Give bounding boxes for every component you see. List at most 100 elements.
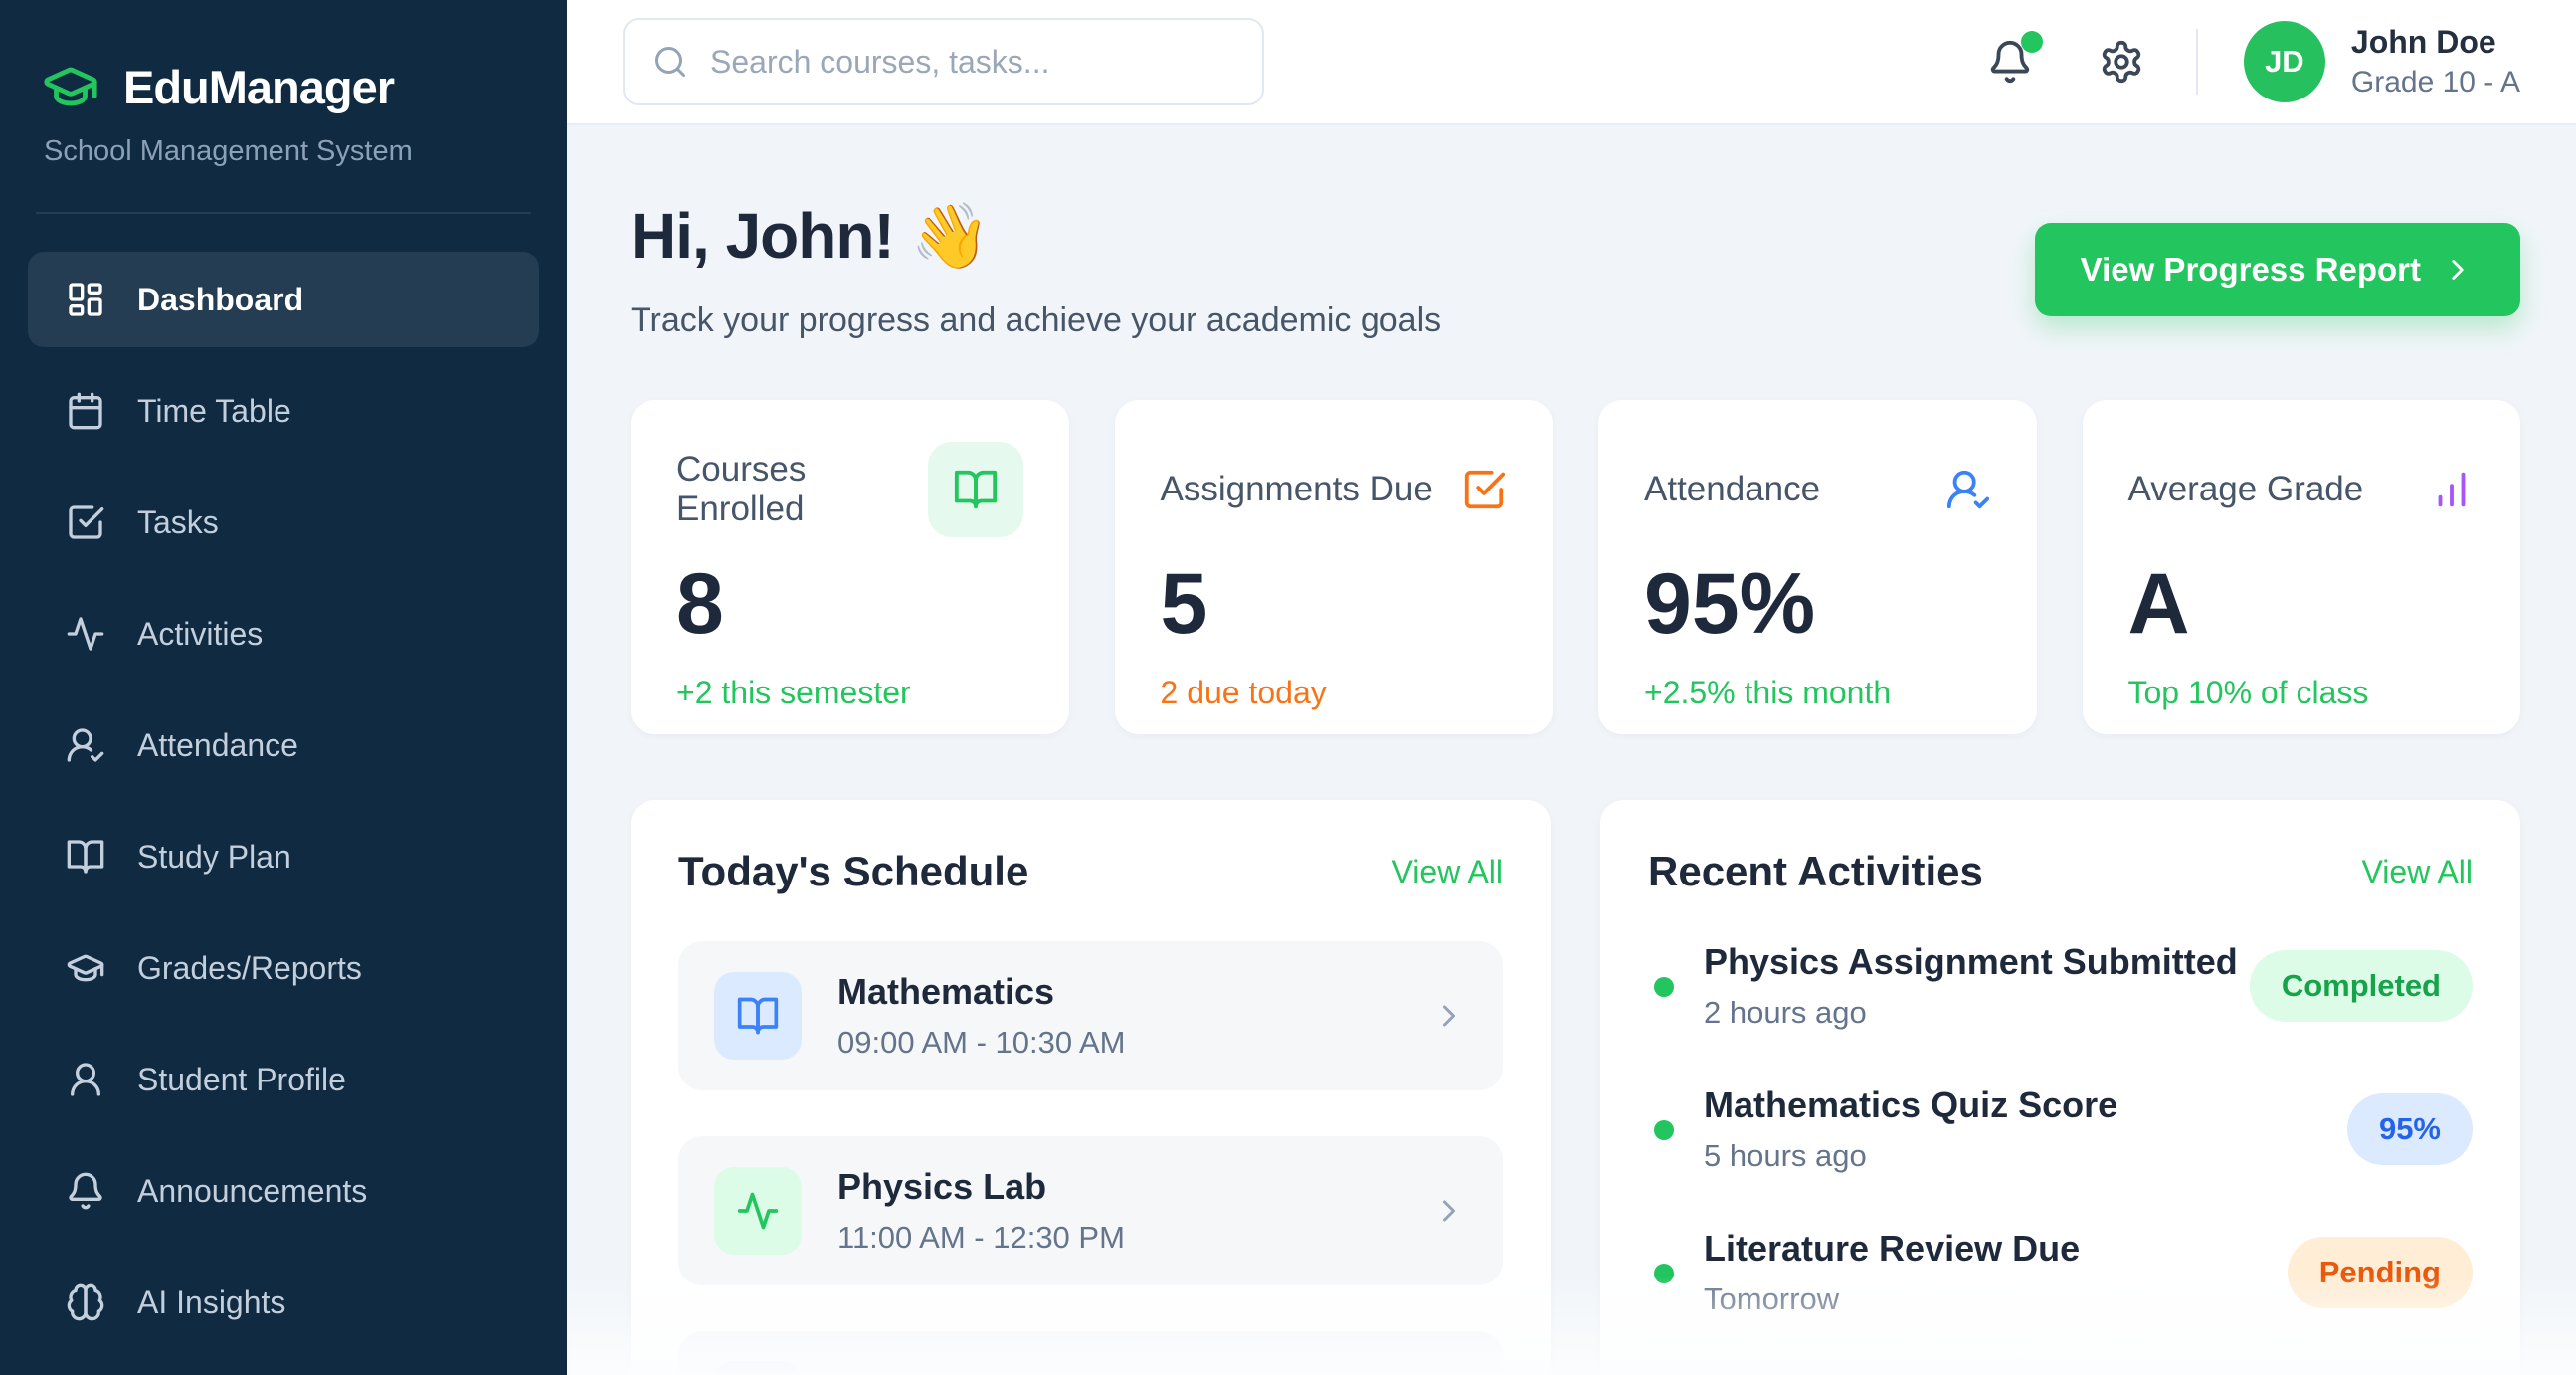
schedule-item-mathematics[interactable]: Mathematics 09:00 AM - 10:30 AM: [678, 941, 1503, 1090]
calendar-icon: [66, 391, 105, 431]
status-dot: [1654, 1264, 1674, 1283]
stat-card-assignments-due: Assignments Due 5 2 due today: [1114, 400, 1553, 734]
stat-note: Top 10% of class: [2127, 675, 2369, 710]
gear-icon: [2099, 39, 2144, 85]
sidebar-item-time-table[interactable]: Time Table: [28, 363, 539, 459]
stat-card-average-grade: Average Grade A Top 10% of class: [2082, 400, 2520, 734]
recent-activities-panel: Recent Activities View All Physics Assig…: [1600, 800, 2520, 1375]
sidebar-item-label: Dashboard: [137, 281, 304, 317]
settings-button[interactable]: [2099, 39, 2144, 85]
graduation-cap-icon: [42, 58, 99, 115]
sidebar: EduManager School Management System Dash…: [0, 0, 567, 1375]
sidebar-item-attendance[interactable]: Attendance: [28, 697, 539, 793]
activity-title: Physics Assignment Submitted: [1704, 941, 2238, 982]
stat-value: 95%: [1644, 556, 1816, 652]
status-dot: [1654, 1120, 1674, 1140]
schedule-item-title: Mathematics: [837, 971, 1055, 1012]
stat-title: Assignments Due: [1160, 470, 1433, 508]
stat-title: Courses Enrolled: [676, 450, 807, 528]
chevron-right-icon: [2441, 253, 2475, 287]
activity-title: Mathematics Quiz Score: [1704, 1084, 2118, 1125]
user-menu[interactable]: JD John Doe Grade 10 - A: [2243, 21, 2520, 102]
todays-schedule-panel: Today's Schedule View All Mathematics 09…: [631, 800, 1551, 1375]
search-input[interactable]: [710, 43, 1234, 81]
schedule-view-all-link[interactable]: View All: [1391, 853, 1503, 889]
book-open-icon: [66, 837, 105, 877]
sidebar-item-label: AI Insights: [137, 1283, 286, 1320]
topbar-actions: JD John Doe Grade 10 - A: [1987, 21, 2520, 102]
search-icon: [652, 44, 688, 80]
activities-title: Recent Activities: [1648, 848, 1983, 894]
chevron-right-icon: [1431, 998, 1467, 1034]
activity-icon: [714, 1167, 802, 1255]
bell-icon: [66, 1171, 105, 1211]
sidebar-item-label: Announcements: [137, 1172, 368, 1209]
main-column: JD John Doe Grade 10 - A Hi, John! 👋 Tra…: [567, 0, 2576, 1375]
sidebar-item-study-plan[interactable]: Study Plan: [28, 809, 539, 904]
graduation-cap-icon: [66, 948, 105, 988]
stats-row: Courses Enrolled 8 +2 this semester Assi…: [631, 400, 2520, 734]
sidebar-item-dashboard[interactable]: Dashboard: [28, 252, 539, 347]
stat-value: A: [2127, 556, 2190, 652]
sidebar-item-grades-reports[interactable]: Grades/Reports: [28, 920, 539, 1016]
sidebar-item-label: Grades/Reports: [137, 949, 362, 986]
brain-icon: [66, 1282, 105, 1322]
sidebar-item-tasks[interactable]: Tasks: [28, 475, 539, 570]
sidebar-item-label: Attendance: [137, 726, 298, 763]
sidebar-item-student-profile[interactable]: Student Profile: [28, 1032, 539, 1127]
schedule-item-english-literature[interactable]: English Literature: [678, 1331, 1503, 1375]
stat-card-courses-enrolled: Courses Enrolled 8 +2 this semester: [631, 400, 1069, 734]
avatar: JD: [2243, 21, 2325, 102]
sidebar-item-label: Time Table: [137, 392, 291, 429]
sidebar-nav: Dashboard Time Table Tasks Activities At…: [28, 252, 539, 1350]
user-icon: [66, 1060, 105, 1099]
notifications-button[interactable]: [1987, 31, 2043, 85]
app-tagline: School Management System: [44, 135, 413, 167]
status-badge: Pending: [2287, 1237, 2473, 1308]
activity-title: Literature Review Due: [1704, 1228, 2081, 1269]
schedule-item-time: 11:00 AM - 12:30 PM: [837, 1220, 1125, 1255]
status-badge: 95%: [2346, 1093, 2473, 1165]
dashboard-content: Hi, John! 👋 Track your progress and achi…: [567, 125, 2576, 1375]
activity-icon: [66, 614, 105, 654]
activity-item-physics-assignment: Physics Assignment Submitted 2 hours ago…: [1648, 941, 2473, 1031]
schedule-title: Today's Schedule: [678, 848, 1029, 894]
stat-note: +2.5% this month: [1644, 675, 1892, 710]
greeting-subtitle: Track your progress and achieve your aca…: [631, 301, 1442, 339]
activity-item-literature-review: Literature Review Due Tomorrow Pending: [1648, 1228, 2473, 1317]
notification-dot: [2020, 31, 2043, 53]
chevron-right-icon: [1431, 1193, 1467, 1229]
sidebar-item-announcements[interactable]: Announcements: [28, 1143, 539, 1239]
activities-view-all-link[interactable]: View All: [2361, 853, 2473, 889]
view-progress-report-button[interactable]: View Progress Report: [2034, 223, 2520, 316]
sidebar-item-label: Tasks: [137, 503, 219, 540]
activity-meta: 2 hours ago: [1704, 995, 1867, 1030]
stat-value: 8: [676, 556, 724, 652]
schedule-item-physics-lab[interactable]: Physics Lab 11:00 AM - 12:30 PM: [678, 1136, 1503, 1285]
schedule-item-time: 09:00 AM - 10:30 AM: [837, 1025, 1126, 1060]
book-open-icon: [714, 1361, 802, 1375]
sidebar-item-activities[interactable]: Activities: [28, 586, 539, 682]
topbar-divider: [2195, 29, 2198, 95]
user-check-icon: [1945, 467, 1991, 512]
sidebar-divider: [36, 212, 531, 214]
stat-note: +2 this semester: [676, 675, 911, 710]
search-box: [623, 18, 1264, 105]
schedule-item-title: Physics Lab: [837, 1166, 1047, 1207]
app-logo: EduManager: [28, 48, 539, 115]
user-check-icon: [66, 725, 105, 765]
sidebar-item-label: Activities: [137, 615, 264, 652]
stat-title: Attendance: [1644, 470, 1821, 508]
sidebar-item-label: Student Profile: [137, 1061, 346, 1097]
status-badge: Completed: [2249, 950, 2473, 1022]
activity-item-mathematics-quiz: Mathematics Quiz Score 5 hours ago 95%: [1648, 1084, 2473, 1174]
user-name: John Doe: [2350, 24, 2496, 60]
layout-dashboard-icon: [66, 280, 105, 319]
stat-card-attendance: Attendance 95% +2.5% this month: [1598, 400, 2037, 734]
greeting-section: Hi, John! 👋 Track your progress and achi…: [631, 199, 2520, 340]
stat-title: Average Grade: [2127, 470, 2364, 508]
sidebar-item-ai-insights[interactable]: AI Insights: [28, 1255, 539, 1350]
stat-value: 5: [1160, 556, 1208, 652]
app-title: EduManager: [123, 60, 395, 113]
